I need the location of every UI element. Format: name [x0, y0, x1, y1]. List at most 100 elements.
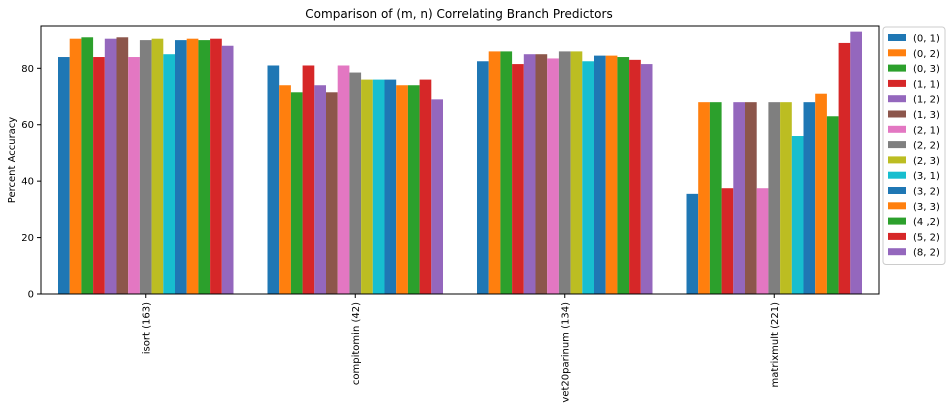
bar-series-5-cat-0	[116, 37, 129, 294]
bar-series-13-cat-0	[210, 38, 222, 294]
bar-series-14-cat-2	[640, 64, 653, 294]
x-tick-label-1: compitomin (42)	[351, 302, 362, 385]
bar-series-3-cat-2	[512, 64, 524, 294]
legend-label-11: (3, 3)	[913, 202, 940, 213]
bar-series-9-cat-0	[163, 54, 175, 295]
legend-swatch-0	[888, 34, 906, 41]
bar-series-4-cat-0	[104, 38, 117, 294]
bar-series-8-cat-0	[151, 38, 164, 294]
legend-swatch-8	[888, 156, 906, 164]
bar-series-6-cat-0	[128, 57, 140, 294]
legend-label-1: (0, 2)	[913, 49, 940, 60]
legend-label-12: (4 ,2)	[913, 217, 940, 228]
bar-series-6-cat-3	[756, 188, 769, 294]
bar-series-14-cat-0	[221, 45, 234, 294]
bar-series-12-cat-2	[617, 57, 630, 294]
x-tick-label-2: vet20parinum (134)	[560, 302, 571, 403]
bar-series-10-cat-1	[384, 79, 397, 294]
legend-label-0: (0, 1)	[913, 34, 940, 45]
bar-series-10-cat-0	[175, 40, 187, 294]
bar-series-6-cat-2	[547, 58, 559, 294]
legend-swatch-12	[888, 217, 906, 225]
bar-series-4-cat-3	[733, 102, 745, 294]
bar-series-1-cat-3	[698, 102, 710, 294]
bar-series-1-cat-2	[488, 51, 501, 294]
y-tick-label-4: 80	[21, 64, 34, 75]
bar-series-3-cat-0	[93, 57, 105, 294]
bar-series-2-cat-3	[709, 102, 722, 294]
bar-series-9-cat-3	[791, 136, 804, 294]
bar-series-0-cat-0	[58, 57, 70, 294]
x-tick-label-0: isort (163)	[141, 302, 152, 354]
bar-series-2-cat-2	[500, 51, 513, 294]
bar-series-0-cat-3	[686, 193, 699, 294]
bar-series-12-cat-1	[407, 85, 420, 295]
legend-swatch-13	[888, 232, 906, 240]
legend-swatch-6	[888, 125, 906, 133]
legend-swatch-9	[888, 171, 906, 179]
legend-swatch-7	[888, 141, 906, 149]
bar-series-8-cat-1	[361, 79, 373, 294]
bar-series-9-cat-1	[372, 79, 385, 294]
bar-series-10-cat-2	[594, 55, 606, 295]
y-axis-label: Percent Accuracy	[7, 117, 18, 204]
bar-series-12-cat-0	[198, 40, 211, 294]
chart-title: Comparison of (m, n) Correlating Branch …	[305, 7, 612, 21]
bar-series-8-cat-2	[570, 51, 583, 294]
bar-series-10-cat-3	[803, 102, 816, 294]
bar-series-0-cat-1	[267, 65, 280, 295]
bar-series-6-cat-1	[337, 65, 350, 295]
legend-swatch-4	[888, 95, 906, 103]
bar-series-1-cat-0	[69, 38, 82, 294]
bar-series-7-cat-3	[768, 102, 781, 294]
legend-swatch-3	[888, 79, 906, 87]
bar-series-5-cat-3	[745, 102, 757, 294]
y-tick-label-0: 0	[28, 290, 34, 301]
legend-swatch-1	[888, 49, 906, 57]
bar-series-7-cat-0	[139, 40, 152, 294]
bar-series-11-cat-3	[815, 93, 827, 295]
bar-series-4-cat-1	[314, 85, 326, 295]
legend-swatch-11	[888, 202, 906, 210]
bar-series-13-cat-2	[629, 59, 641, 294]
bar-series-1-cat-1	[279, 85, 291, 295]
bar-series-0-cat-2	[477, 61, 489, 295]
y-axis: 0 20 40 60 80	[21, 64, 41, 301]
bars-group	[58, 31, 862, 295]
legend-label-7: (2, 2)	[913, 141, 940, 152]
bar-series-13-cat-1	[419, 79, 432, 294]
bar-series-5-cat-1	[326, 92, 338, 294]
plot-frame	[40, 25, 880, 295]
bar-series-11-cat-2	[605, 55, 618, 295]
legend-swatch-14	[888, 248, 906, 256]
bar-series-14-cat-3	[850, 31, 862, 294]
bar-series-3-cat-1	[302, 65, 315, 295]
legend-swatch-10	[888, 187, 906, 194]
legend-label-9: (3, 1)	[913, 171, 940, 182]
legend: (0, 1) (0, 2) (0, 3) (1, 1) (1, 2) (1, 3) (2, …	[882, 26, 946, 265]
legend-label-8: (2, 3)	[913, 156, 940, 167]
bar-series-9-cat-2	[582, 61, 594, 295]
bar-series-7-cat-2	[558, 51, 571, 294]
legend-label-4: (1, 2)	[913, 95, 940, 106]
bar-series-5-cat-2	[535, 54, 548, 295]
legend-label-6: (2, 1)	[913, 125, 940, 136]
bar-series-2-cat-0	[81, 37, 94, 294]
bar-series-2-cat-1	[290, 92, 303, 294]
bar-series-4-cat-2	[523, 54, 536, 295]
legend-label-14: (8, 2)	[913, 248, 940, 259]
y-tick-label-2: 40	[21, 177, 34, 188]
legend-label-5: (1, 3)	[913, 110, 940, 121]
legend-label-3: (1, 1)	[913, 79, 940, 90]
plot-area: 0 20 40 60 80 isort (163) compitomin (42) vet2…	[21, 25, 880, 403]
bar-series-3-cat-3	[721, 188, 734, 294]
legend-label-2: (0, 3)	[913, 64, 940, 75]
legend-swatch-5	[888, 110, 906, 118]
bar-series-11-cat-0	[186, 38, 199, 294]
bar-series-8-cat-3	[780, 102, 792, 294]
bar-series-7-cat-1	[349, 72, 362, 294]
y-tick-label-1: 20	[21, 233, 34, 244]
legend-label-10: (3, 2)	[913, 187, 940, 198]
legend-label-13: (5, 2)	[913, 232, 940, 243]
